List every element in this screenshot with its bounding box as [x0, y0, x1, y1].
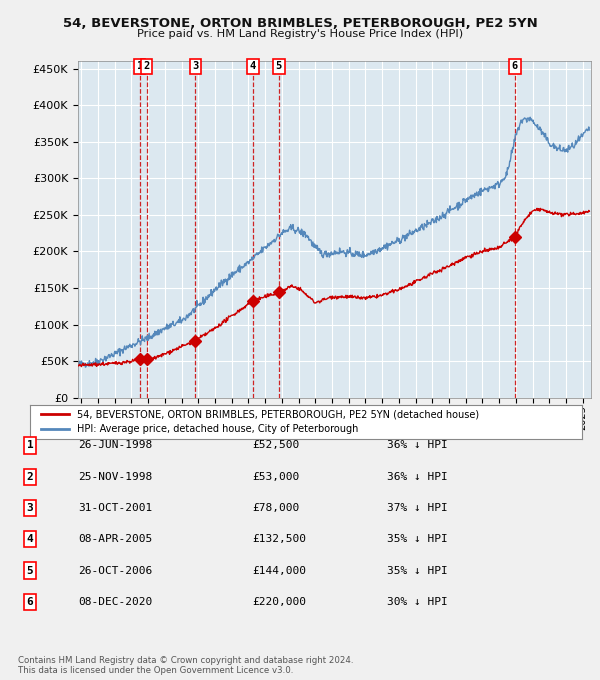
Text: 08-APR-2005: 08-APR-2005: [78, 534, 152, 544]
Text: 4: 4: [250, 61, 256, 71]
Text: 25-NOV-1998: 25-NOV-1998: [78, 472, 152, 481]
Text: £78,000: £78,000: [252, 503, 299, 513]
Text: 26-JUN-1998: 26-JUN-1998: [78, 441, 152, 450]
Text: 31-OCT-2001: 31-OCT-2001: [78, 503, 152, 513]
Text: 54, BEVERSTONE, ORTON BRIMBLES, PETERBOROUGH, PE2 5YN: 54, BEVERSTONE, ORTON BRIMBLES, PETERBOR…: [62, 17, 538, 30]
Text: 35% ↓ HPI: 35% ↓ HPI: [387, 566, 448, 575]
Text: £220,000: £220,000: [252, 597, 306, 607]
Text: 1: 1: [26, 441, 34, 450]
Text: 30% ↓ HPI: 30% ↓ HPI: [387, 597, 448, 607]
Text: 36% ↓ HPI: 36% ↓ HPI: [387, 441, 448, 450]
Text: £53,000: £53,000: [252, 472, 299, 481]
Text: 3: 3: [193, 61, 199, 71]
Text: 5: 5: [276, 61, 282, 71]
Text: 3: 3: [26, 503, 34, 513]
Text: 1: 1: [137, 61, 143, 71]
Text: 37% ↓ HPI: 37% ↓ HPI: [387, 503, 448, 513]
Text: 26-OCT-2006: 26-OCT-2006: [78, 566, 152, 575]
Text: 54, BEVERSTONE, ORTON BRIMBLES, PETERBOROUGH, PE2 5YN (detached house): 54, BEVERSTONE, ORTON BRIMBLES, PETERBOR…: [77, 409, 479, 419]
Text: 36% ↓ HPI: 36% ↓ HPI: [387, 472, 448, 481]
Text: 5: 5: [26, 566, 34, 575]
Text: 35% ↓ HPI: 35% ↓ HPI: [387, 534, 448, 544]
Text: £132,500: £132,500: [252, 534, 306, 544]
Text: 6: 6: [512, 61, 518, 71]
Text: Contains HM Land Registry data © Crown copyright and database right 2024.: Contains HM Land Registry data © Crown c…: [18, 656, 353, 665]
Text: This data is licensed under the Open Government Licence v3.0.: This data is licensed under the Open Gov…: [18, 666, 293, 675]
Text: Price paid vs. HM Land Registry's House Price Index (HPI): Price paid vs. HM Land Registry's House …: [137, 29, 463, 39]
Text: 2: 2: [143, 61, 149, 71]
Text: 4: 4: [26, 534, 34, 544]
Text: HPI: Average price, detached house, City of Peterborough: HPI: Average price, detached house, City…: [77, 424, 358, 434]
Text: 08-DEC-2020: 08-DEC-2020: [78, 597, 152, 607]
Text: 2: 2: [26, 472, 34, 481]
Text: £52,500: £52,500: [252, 441, 299, 450]
Text: £144,000: £144,000: [252, 566, 306, 575]
Text: 6: 6: [26, 597, 34, 607]
